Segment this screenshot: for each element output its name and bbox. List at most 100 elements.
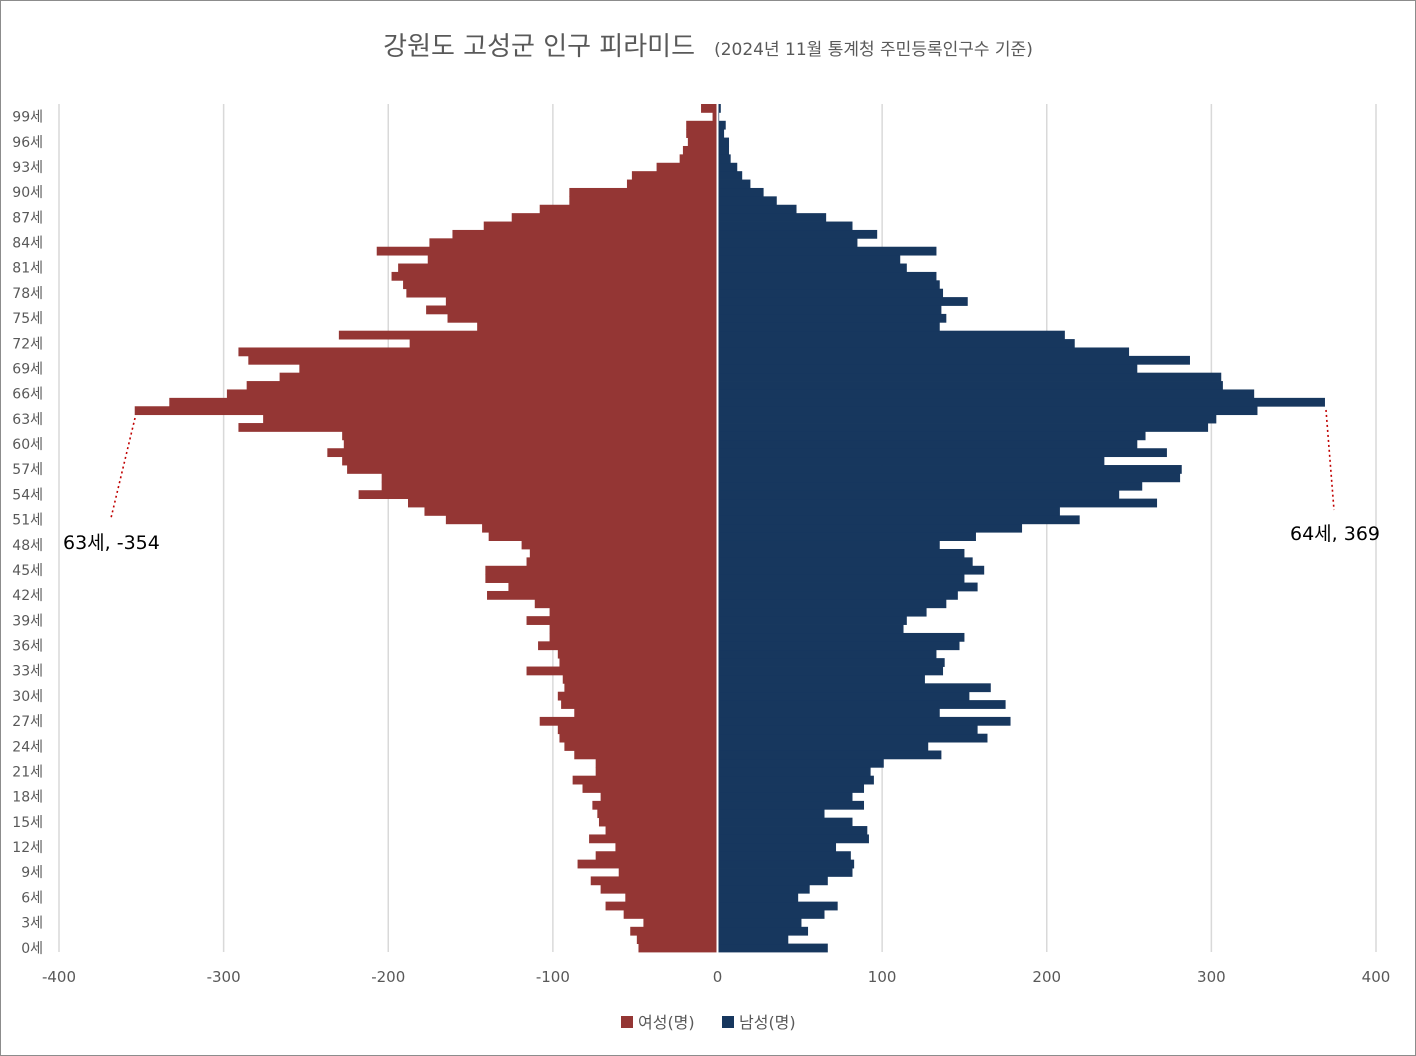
bar-male [717,826,868,835]
bar-female [477,322,718,332]
bar-female [526,557,718,567]
bar-female [342,431,718,441]
bar-female [595,767,718,777]
bar-male [717,456,1105,466]
bar-female [381,481,718,491]
bar-male [717,162,738,172]
y-tick-label: 45세 [12,563,43,579]
bar-male [717,297,968,306]
bar-male [717,389,1255,399]
bar-female [656,162,718,172]
x-tick-label: -300 [207,968,241,986]
bar-male [717,397,1325,407]
bar-female [347,465,718,474]
y-tick-label: 75세 [12,311,43,327]
bar-female [376,246,718,256]
bar-male [717,851,851,861]
bar-female [557,649,718,659]
bar-male [717,809,825,819]
bar-male [717,280,940,290]
y-tick-label: 18세 [12,790,43,806]
bar-male [717,574,965,583]
bar-male [717,775,874,785]
bar-male [717,448,1167,458]
x-tick-label: -400 [42,968,76,986]
y-tick-label: 84세 [12,236,43,252]
bar-female [539,716,718,726]
bar-male [717,859,855,869]
bar-female [615,842,718,852]
bar-female [549,624,718,634]
bar-female [342,456,718,466]
bar-female [557,725,718,735]
bar-male [717,548,965,558]
y-tick-label: 60세 [12,437,43,453]
bar-female [562,674,718,684]
x-tick-label: 300 [1197,968,1226,986]
bar-female [134,406,718,416]
bar-male [717,104,721,113]
bar-male [717,557,973,567]
bar-male [717,532,976,541]
bar-female [226,389,718,399]
annotations: 63세, -354 64세, 369 [63,409,1380,554]
bar-female [529,548,718,558]
legend: 여성(명) 남성(명) [621,1013,796,1032]
bar-male [717,716,1011,726]
bar-male [717,700,1006,709]
bar-male [717,658,945,667]
bar-male [717,876,828,886]
bar-male [717,641,960,651]
bar-female [447,313,718,323]
bar-male [717,590,958,600]
y-tick-label: 57세 [12,462,43,478]
bar-male [717,918,802,928]
legend-label-male: 남성(명) [739,1013,796,1032]
bar-female [485,574,718,583]
bar-male [717,708,940,718]
y-tick-label: 54세 [12,487,43,503]
bar-male [717,347,1130,357]
bar-male [717,322,940,332]
bar-female [687,137,718,147]
bar-male [717,439,1138,449]
annotation-leader-left [110,417,136,519]
y-tick-label: 51세 [12,513,43,529]
y-tick-label: 81세 [12,261,43,277]
bar-male [717,666,944,676]
bar-female [483,221,718,231]
bar-male [717,767,871,777]
bar-male [717,884,810,894]
bar-male [717,842,837,852]
bar-female [549,607,718,617]
bar-female [526,666,718,676]
bar-female [618,868,718,877]
bar-female [569,196,718,206]
legend-swatch-male [722,1016,734,1028]
bar-female [559,658,718,667]
bar-male [717,339,1075,348]
y-tick-label: 15세 [12,815,43,831]
bar-male [717,465,1182,474]
bar-female [445,297,718,306]
annotation-leader-right [1325,409,1335,511]
bar-male [717,288,944,298]
y-tick-label: 24세 [12,739,43,755]
bar-female [452,229,718,239]
bar-male [717,145,730,155]
bar-male [717,406,1258,416]
bar-female [574,750,718,760]
bar-male [717,784,865,793]
x-tick-label: -200 [371,968,405,986]
bar-male [717,271,937,281]
y-tick-label: 33세 [12,664,43,680]
bar-female [398,263,718,273]
bar-female [381,473,718,483]
x-tick-label: 200 [1032,968,1061,986]
y-tick-label: 3세 [21,916,43,932]
bar-male [717,893,799,903]
bar-female [521,540,718,550]
bar-female [338,330,718,340]
y-tick-label: 27세 [12,714,43,730]
bar-male [717,901,838,911]
